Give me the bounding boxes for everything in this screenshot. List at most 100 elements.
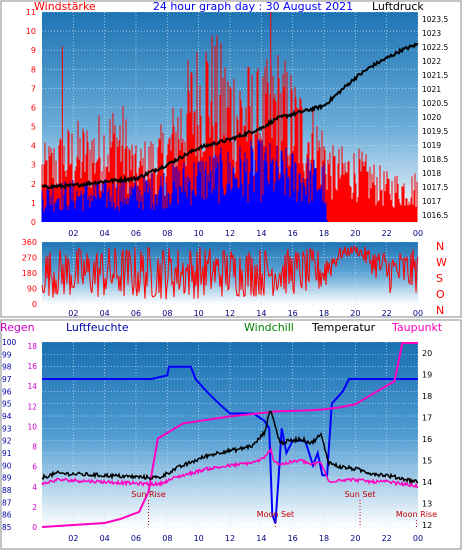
direction-x-tick-label: 18 [319,309,329,318]
humidity-y-tick-label: 90 [2,461,12,470]
wind-y-tick-label: 2 [31,180,36,189]
wind-y-tick-label: 3 [31,161,36,170]
temperature-y-tick-label: 12 [422,521,432,530]
climate-x-tick-label: 18 [319,534,329,543]
windchill-legend: Windchill [244,321,294,334]
pressure-axis-title: Luftdruck [372,0,424,13]
humidity-y-tick-label: 100 [2,338,17,347]
humidity-legend: Luftfeuchte [66,321,129,334]
rain-legend: Regen [0,321,35,334]
climate-x-tick-label: 06 [131,534,141,543]
rain-y-tick-label: 18 [27,342,37,351]
events-layer: Sun Rise Moon Set Sun Set Moon Rise [131,490,437,527]
temperature-series [41,410,419,485]
humidity-y-tick-label: 86 [2,511,12,520]
direction-y-tick-label: 180 [22,269,37,278]
rain-y-tick-label: 0 [32,523,37,532]
direction-series-layer [41,245,419,300]
rain-y-tick-label: 4 [32,483,37,492]
wind-x-tick-label: 06 [131,229,141,238]
humidity-y-tick-label: 87 [2,498,12,507]
pressure-y-tick-label: 1017 [422,197,441,206]
event-label: Sun Rise [131,490,166,499]
event-label: Moon Set [257,510,294,519]
rain-y-tick-label: 8 [32,443,37,452]
wind-x-tick-label: 08 [162,229,172,238]
wind-y-tick-label: 7 [31,84,36,93]
rain-y-tick-label: 14 [27,382,37,391]
humidity-y-tick-label: 95 [2,400,12,409]
wind-x-tick-label: 14 [256,229,266,238]
wind-y-tick-label: 11 [26,8,36,17]
climate-x-tick-label: 20 [350,534,360,543]
wind-y-tick-label: 1 [31,199,36,208]
wind-series-layer [41,12,419,222]
wind-x-tick-label: 04 [100,229,110,238]
rain-y-tick-label: 6 [32,463,37,472]
direction-x-tick-label: 22 [382,309,392,318]
wind-y-tick-label: 6 [31,103,36,112]
direction-compass-label: W [436,256,447,269]
direction-y-tick-label: 360 [22,238,37,247]
wind-x-tick-label: 22 [382,229,392,238]
temperature-y-tick-label: 13 [422,499,432,508]
wind-y-tick-label: 8 [31,65,36,74]
rain-y-tick-label: 12 [27,402,37,411]
direction-compass-label: N [436,240,444,253]
direction-x-tick-label: 02 [68,309,78,318]
humidity-y-tick-label: 96 [2,387,12,396]
wind-y-tick-label: 4 [31,142,36,151]
direction-y-tick-label: 0 [32,300,37,309]
climate-x-tick-label: 02 [68,534,78,543]
humidity-y-tick-label: 97 [2,375,12,384]
humidity-y-tick-label: 94 [2,412,12,421]
humidity-y-tick-label: 92 [2,437,12,446]
rain-series [41,342,418,528]
wind-x-tick-label: 02 [68,229,78,238]
direction-x-tick-label: 20 [350,309,360,318]
humidity-y-tick-label: 88 [2,486,12,495]
direction-x-tick-label: 14 [256,309,266,318]
wind-mean-series [41,139,328,222]
wind-x-tick-label: 20 [350,229,360,238]
climate-x-tick-label: 08 [162,534,172,543]
wind-axis-title: Windstärke [34,0,96,13]
wind-direction-series [41,245,419,300]
climate-x-tick-label: 04 [100,534,110,543]
temperature-y-tick-label: 15 [422,456,432,465]
temperature-y-tick-label: 14 [422,478,432,487]
dewpoint-series [41,446,419,489]
rain-y-tick-label: 2 [32,503,37,512]
direction-compass-label: S [436,272,443,285]
wind-x-tick-label: 12 [225,229,235,238]
humidity-y-tick-label: 93 [2,424,12,433]
tick-label-layer: 012345678910111016.510171017.510181018.5… [2,8,448,543]
direction-compass-label: N [436,304,444,317]
wind-y-tick-label: 0 [31,218,36,227]
pressure-y-tick-label: 1022.5 [422,43,448,52]
direction-x-tick-label: 12 [225,309,235,318]
pressure-y-tick-label: 1020.5 [422,99,448,108]
direction-x-tick-label: 16 [288,309,298,318]
humidity-y-tick-label: 85 [2,523,12,532]
pressure-y-tick-label: 1017.5 [422,183,448,192]
pressure-y-tick-label: 1016.5 [422,211,448,220]
pressure-y-tick-label: 1023.5 [422,15,448,24]
direction-x-tick-label: 00 [413,309,423,318]
temperature-legend: Temperatur [311,321,376,334]
climate-x-tick-label: 22 [382,534,392,543]
humidity-y-tick-label: 91 [2,449,12,458]
event-label: Sun Set [345,490,376,499]
direction-x-tick-label: 10 [194,309,204,318]
humidity-y-tick-label: 99 [2,350,12,359]
temperature-y-tick-label: 18 [422,392,432,401]
wind-y-tick-label: 5 [31,123,36,132]
temperature-y-tick-label: 17 [422,413,432,422]
wind-x-tick-label: 10 [194,229,204,238]
direction-x-tick-label: 08 [162,309,172,318]
climate-x-tick-label: 00 [413,534,423,543]
temperature-y-tick-label: 16 [422,435,432,444]
event-label: Moon Rise [396,510,437,519]
